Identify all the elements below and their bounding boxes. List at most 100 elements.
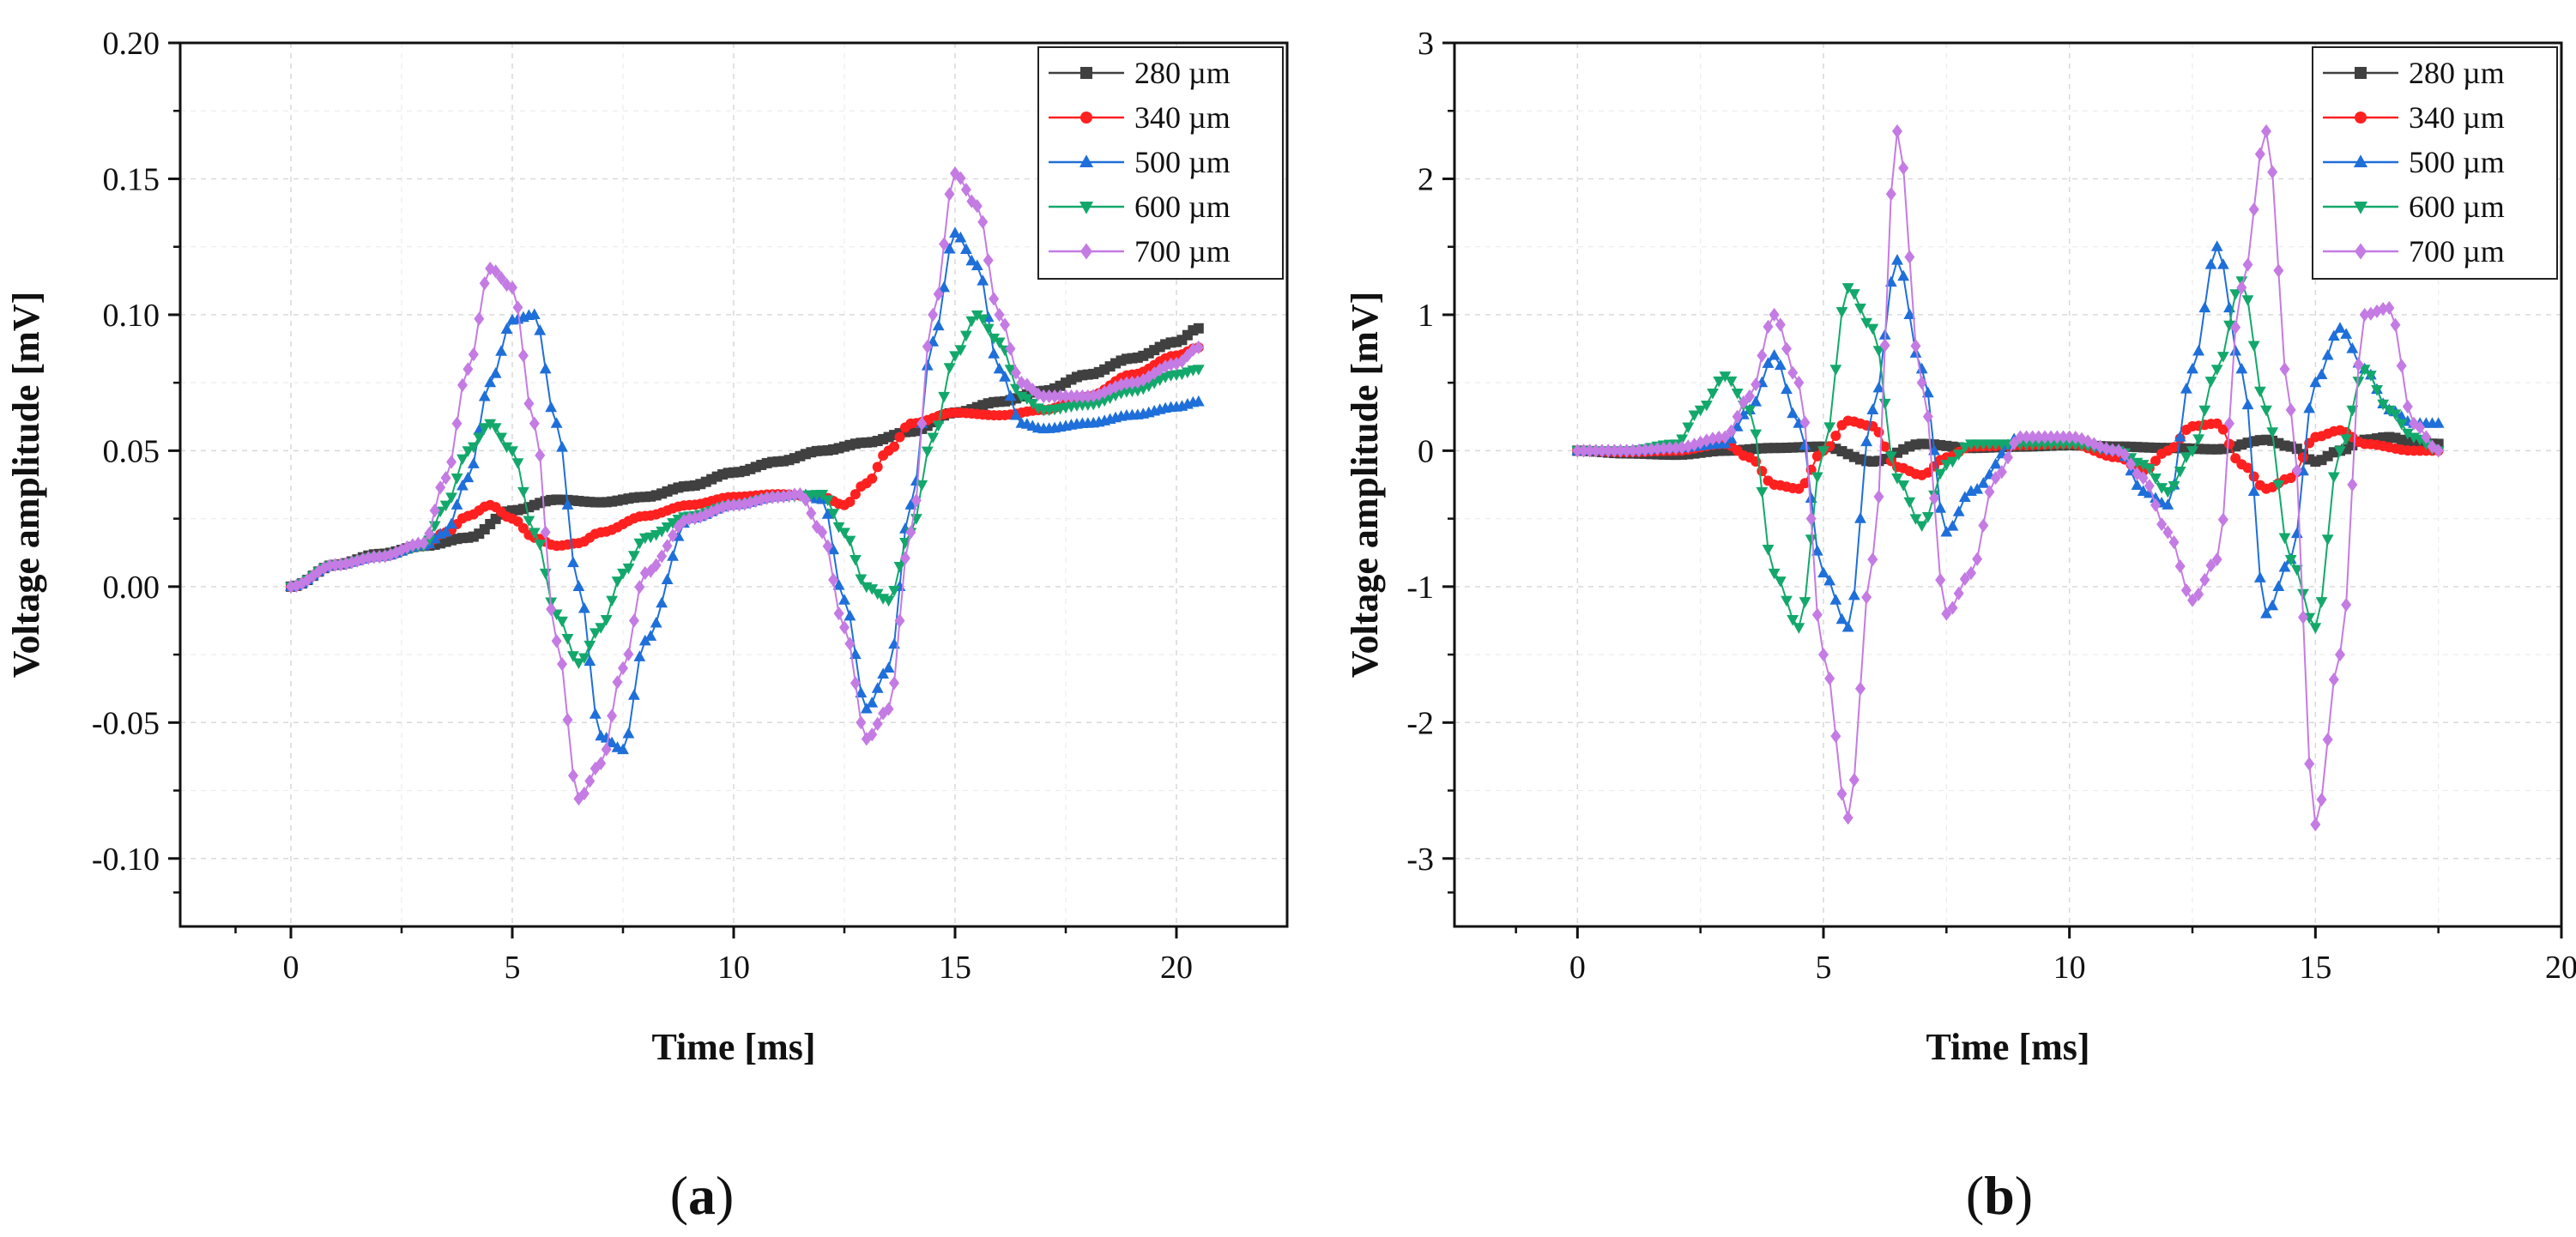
legend-swatch-marker xyxy=(1079,154,1094,167)
x-axis: 0 5 10 15 20 xyxy=(1515,926,2576,986)
data-point xyxy=(511,458,524,469)
data-point xyxy=(606,595,618,607)
data-point xyxy=(467,442,480,454)
data-point xyxy=(1903,497,1916,509)
data-point xyxy=(1952,505,1965,516)
legend-item: 500 µm xyxy=(1049,145,1231,179)
data-point xyxy=(1947,600,1958,615)
data-point xyxy=(2230,320,2241,335)
x-tick-label: 0 xyxy=(1569,950,1586,986)
data-point xyxy=(783,488,795,503)
data-point xyxy=(921,359,934,371)
panel-label-a-letter: a xyxy=(688,1165,716,1226)
data-point xyxy=(1989,457,2002,469)
data-point xyxy=(2390,317,2401,332)
data-point xyxy=(2346,405,2359,417)
data-point xyxy=(1671,441,1681,456)
data-point xyxy=(2204,258,2217,269)
data-point xyxy=(1940,460,1953,471)
data-point xyxy=(2267,165,2278,179)
data-point xyxy=(938,281,950,293)
data-point xyxy=(650,558,662,572)
data-point xyxy=(1836,787,1847,801)
x-axis-title: Time [ms] xyxy=(651,1026,815,1068)
data-point xyxy=(577,601,590,613)
data-point xyxy=(1010,365,1021,380)
data-point xyxy=(2143,463,2156,475)
data-point xyxy=(2217,512,2228,527)
data-point xyxy=(2150,456,2161,467)
data-point xyxy=(2327,329,2340,341)
data-point xyxy=(1830,430,1841,441)
data-point xyxy=(2156,483,2168,494)
data-point xyxy=(767,490,778,504)
data-point xyxy=(1708,431,1718,446)
data-point xyxy=(889,676,900,691)
legend-item: 600 µm xyxy=(2323,190,2505,224)
data-point xyxy=(534,323,547,335)
data-point xyxy=(535,448,546,462)
data-point xyxy=(1584,444,1595,458)
data-point xyxy=(1990,470,2001,486)
data-point xyxy=(1842,811,1853,825)
data-point xyxy=(2223,320,2235,332)
data-point xyxy=(485,261,496,276)
data-point xyxy=(1915,362,1928,374)
data-point xyxy=(1805,492,1817,503)
data-point xyxy=(1823,574,1836,586)
data-point xyxy=(1688,410,1701,422)
data-point xyxy=(1774,359,1787,371)
data-point xyxy=(1829,594,1842,605)
data-point xyxy=(2377,399,2390,411)
data-point xyxy=(617,743,629,755)
data-point xyxy=(1811,607,1823,622)
legend-item: 700 µm xyxy=(1049,234,1231,269)
data-point xyxy=(1738,395,1749,410)
data-point xyxy=(1935,572,1946,588)
data-point xyxy=(479,276,490,291)
data-point xyxy=(2009,436,2020,450)
data-point xyxy=(1071,389,1082,404)
data-point xyxy=(778,489,789,504)
data-point xyxy=(965,254,978,266)
data-point xyxy=(1953,586,1964,600)
data-point xyxy=(661,573,674,585)
data-point xyxy=(2180,582,2192,598)
legend: 280 µm 340 µm 500 µm 600 µm 700 µm xyxy=(2312,46,2558,280)
data-point xyxy=(2290,564,2303,576)
data-point xyxy=(484,419,497,431)
data-point xyxy=(1049,389,1061,404)
data-point xyxy=(2298,610,2308,625)
data-point xyxy=(1787,615,1799,626)
data-point xyxy=(1817,566,1829,578)
data-point xyxy=(457,454,469,466)
data-point xyxy=(584,774,596,788)
data-point xyxy=(628,551,640,562)
data-point xyxy=(1694,405,1707,417)
y-tick-label: -0.10 xyxy=(92,842,160,878)
data-point xyxy=(1192,365,1205,376)
data-point xyxy=(539,362,552,374)
data-point xyxy=(644,630,657,641)
data-point xyxy=(2415,420,2426,435)
data-point xyxy=(623,647,634,661)
data-point xyxy=(2303,401,2316,413)
x-tick-label: 20 xyxy=(2545,950,2576,986)
data-point xyxy=(628,613,639,628)
data-point xyxy=(2372,304,2382,319)
data-point xyxy=(634,580,645,594)
data-point xyxy=(904,498,917,510)
data-point xyxy=(495,432,507,444)
data-point xyxy=(1934,502,1947,513)
data-point xyxy=(850,489,861,500)
data-point xyxy=(916,480,928,492)
data-point xyxy=(899,551,910,565)
data-point xyxy=(2401,428,2414,440)
data-point xyxy=(2027,430,2038,444)
data-point xyxy=(1891,254,1903,265)
data-point xyxy=(1972,552,1983,566)
data-point xyxy=(2052,430,2063,444)
legend-label: 280 µm xyxy=(2409,56,2505,90)
data-point xyxy=(1879,338,1890,353)
data-point xyxy=(1866,323,1879,335)
